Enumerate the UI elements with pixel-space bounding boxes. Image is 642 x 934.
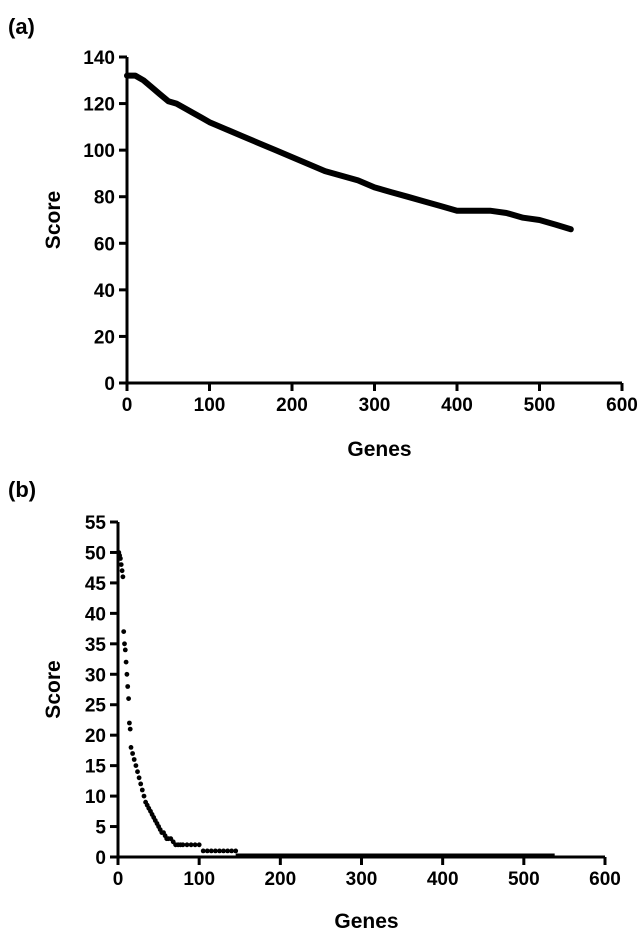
panel-b-data-point (133, 763, 139, 768)
panel-b-data-point (192, 842, 198, 848)
panel-b-y-tick-label: 40 (85, 604, 106, 625)
panel-a-label: (a) (8, 14, 35, 39)
panel-b-data-point (213, 848, 218, 854)
panel-b-data-point (180, 842, 186, 848)
panel-b-data-point (126, 696, 131, 701)
panel-b-data-point (138, 781, 144, 787)
panel-b-y-axis-title: Score (42, 660, 65, 718)
panel-b-data-point (124, 671, 130, 677)
panel-b-y-tick-label: 0 (95, 848, 106, 869)
panel-a-x-axis-title: Genes (347, 438, 411, 461)
panel-a-x-tick-label: 500 (524, 395, 556, 416)
panel-b-data-point (118, 562, 124, 567)
panel-b-y-tick-label: 55 (85, 513, 107, 534)
panel-b-data-point (184, 842, 190, 848)
panel-a-y-tick-label: 100 (83, 141, 115, 162)
panel-b-data-point (141, 793, 147, 799)
panel-b-data-point (233, 848, 239, 854)
panel-b-data-point (120, 574, 126, 580)
panel-b-y-tick-label: 5 (95, 818, 106, 839)
panel-b-y-tick-label: 30 (85, 665, 106, 686)
panel-b-x-tick-label: 200 (264, 869, 296, 890)
panel-b-data-point (139, 787, 145, 793)
panel-a-y-axis-title: Score (42, 191, 65, 249)
panel-a-y-tick-label: 20 (94, 327, 115, 348)
panel-b-x-tick-label: 400 (427, 869, 459, 890)
panel-b-data-point (217, 848, 222, 854)
panel-b-y-tick-label: 35 (85, 635, 107, 656)
panel-b-data-point (188, 842, 194, 848)
panel-b-label: (b) (8, 477, 36, 502)
panel-a-y-tick-label: 0 (104, 374, 115, 395)
panel-b-data-point (229, 848, 235, 854)
panel-b-data-point (225, 848, 231, 854)
panel-b-x-axis-title: Genes (334, 910, 398, 933)
panel-b-x-tick-label: 600 (589, 869, 621, 890)
panel-b-data-point (200, 848, 206, 854)
panel-b-data-point (118, 556, 123, 561)
panel-b-data-point (125, 684, 131, 689)
panel-a-x-tick-label: 300 (359, 395, 391, 416)
panel-a-y-tick-label: 60 (94, 234, 115, 255)
panel-b-y-tick-label: 45 (85, 574, 107, 595)
panel-b-data-point (123, 659, 129, 665)
panel-b-y-tick-label: 25 (85, 696, 107, 717)
panel-b-data-point (208, 848, 214, 854)
panel-b-y-tick-label: 10 (85, 787, 106, 808)
panel-b-data-point (126, 720, 132, 726)
panel-b-x-tick-label: 100 (183, 869, 215, 890)
panel-a-x-tick-label: 400 (441, 395, 473, 416)
panel-a-y-tick-label: 40 (94, 281, 115, 302)
panel-b-data-point (130, 751, 136, 756)
panel-b-data-point (221, 848, 226, 854)
panel-a-y-tick-label: 80 (94, 188, 115, 209)
panel-b-data-point (119, 568, 125, 574)
panel-a-score-line (124, 72, 574, 233)
panel-b-data-point (196, 842, 202, 848)
panel-b-data-point (136, 775, 142, 781)
panel-b-data-point (204, 848, 210, 854)
panel-b-y-tick-label: 15 (85, 757, 107, 778)
panel-a-x-tick-label: 600 (606, 395, 638, 416)
panel-a-x-tick-label: 200 (276, 395, 308, 416)
panel-b-data-point (135, 769, 140, 775)
panel-b-x-tick-label: 300 (346, 869, 378, 890)
panel-b-data-point (121, 629, 127, 634)
panel-b-data-point (122, 647, 128, 653)
panel-b-y-tick-label: 20 (85, 726, 106, 747)
panel-b-data-point (122, 641, 127, 647)
panel-a-x-tick-label: 100 (194, 395, 226, 416)
panel-a-y-tick-label: 120 (83, 95, 115, 116)
panel-b-y-tick-label: 50 (85, 543, 106, 564)
panel-b-data-point (131, 757, 137, 762)
panel-a-x-tick-label: 0 (122, 395, 133, 416)
panel-b-data-point (127, 726, 133, 732)
panel-a-y-tick-label: 140 (83, 48, 115, 69)
panel-b-x-tick-label: 0 (113, 869, 124, 890)
panel-b-x-tick-label: 500 (508, 869, 540, 890)
panel-b-data-point (128, 745, 134, 750)
